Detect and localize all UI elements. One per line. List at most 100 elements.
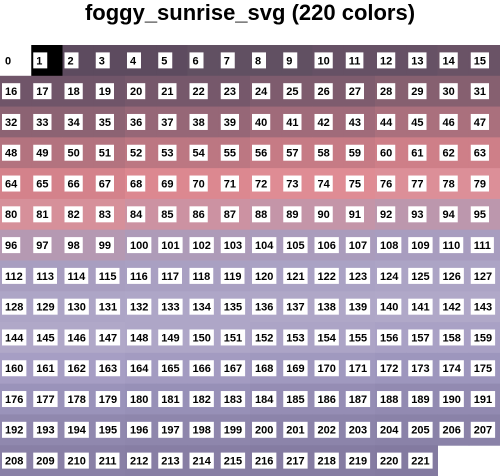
swatch-label: 125 [411,271,429,283]
label-box [252,360,277,377]
swatch-label: 62 [443,148,455,160]
label-box [345,452,371,469]
label-box [314,452,339,469]
swatch-label: 115 [99,271,117,283]
swatch-label: 34 [68,117,81,129]
label-box [439,206,458,223]
label-box [439,391,464,408]
swatch-label: 97 [36,240,48,252]
label-box [283,144,302,161]
label-box [470,360,496,377]
label-box [252,237,277,254]
swatch-label: 150 [193,332,211,344]
label-box [158,329,183,346]
label-box [64,52,79,69]
swatch-label: 0 [5,55,11,67]
swatch-label: 28 [380,86,392,98]
label-box [314,391,339,408]
swatch-label: 194 [68,425,87,437]
swatch-label: 219 [349,456,367,468]
swatch-label: 163 [99,363,117,375]
swatch-label: 177 [36,394,54,406]
label-box [2,421,27,438]
label-box [408,175,427,192]
swatch-label: 1 [36,55,42,67]
label-box [377,267,402,284]
label-box [33,329,58,346]
swatch-label: 4 [130,55,137,67]
label-box [283,452,308,469]
swatch-label: 201 [286,425,304,437]
swatch-label: 129 [36,302,54,314]
label-box [439,267,464,284]
label-box [220,267,245,284]
swatch-label: 206 [443,425,461,437]
label-box [377,52,396,69]
swatch-label: 91 [349,209,361,221]
swatch-label: 175 [474,363,492,375]
swatch-label: 86 [193,209,205,221]
label-box [189,83,208,100]
swatch-label: 87 [224,209,236,221]
label-box [283,421,308,438]
label-box [64,329,89,346]
label-box [252,113,271,130]
swatch-label: 21 [161,86,173,98]
label-box [377,175,396,192]
swatch-label: 71 [224,178,236,190]
label-box [439,113,458,130]
label-box [408,144,427,161]
label-box [127,391,152,408]
label-box [377,298,402,315]
label-box [127,360,152,377]
label-box [2,360,27,377]
label-box [127,113,146,130]
swatch-label: 180 [130,394,148,406]
label-box [314,206,333,223]
swatch-label: 15 [474,55,486,67]
label-box [345,113,364,130]
label-box [377,237,402,254]
label-box [252,175,271,192]
label-box [283,360,308,377]
label-box [220,52,235,69]
swatch-label: 112 [5,271,23,283]
label-box [95,452,120,469]
swatch-label: 172 [380,363,398,375]
label-box [189,391,214,408]
label-box [408,267,433,284]
swatch-label: 210 [68,456,86,468]
swatch-label: 218 [318,456,336,468]
label-box [408,298,433,315]
swatch-label: 63 [474,148,486,160]
label-box [314,175,333,192]
label-box [252,52,266,69]
swatch-label: 84 [130,209,143,221]
swatch-label: 186 [318,394,336,406]
swatch-label: 19 [99,86,111,98]
label-box [252,83,271,100]
swatch-label: 161 [36,363,54,375]
label-box [33,206,52,223]
swatch-label: 45 [411,117,423,129]
swatch-label: 174 [443,363,462,375]
swatch-label: 92 [380,209,392,221]
label-box [95,52,110,69]
swatch-label: 184 [255,394,274,406]
swatch-label: 208 [5,456,23,468]
label-box [345,298,371,315]
label-box [33,237,52,254]
swatch-label: 188 [380,394,398,406]
label-box [95,206,114,223]
label-box [158,83,177,100]
swatch-label: 123 [349,271,367,283]
label-box [220,175,239,192]
swatch-label: 56 [255,148,267,160]
label-box [33,267,57,284]
swatch-label: 168 [255,363,273,375]
label-box [408,360,433,377]
label-box [95,144,114,161]
swatch-label: 37 [161,117,173,129]
swatch-label: 79 [474,178,486,190]
swatch-label: 140 [380,302,398,314]
